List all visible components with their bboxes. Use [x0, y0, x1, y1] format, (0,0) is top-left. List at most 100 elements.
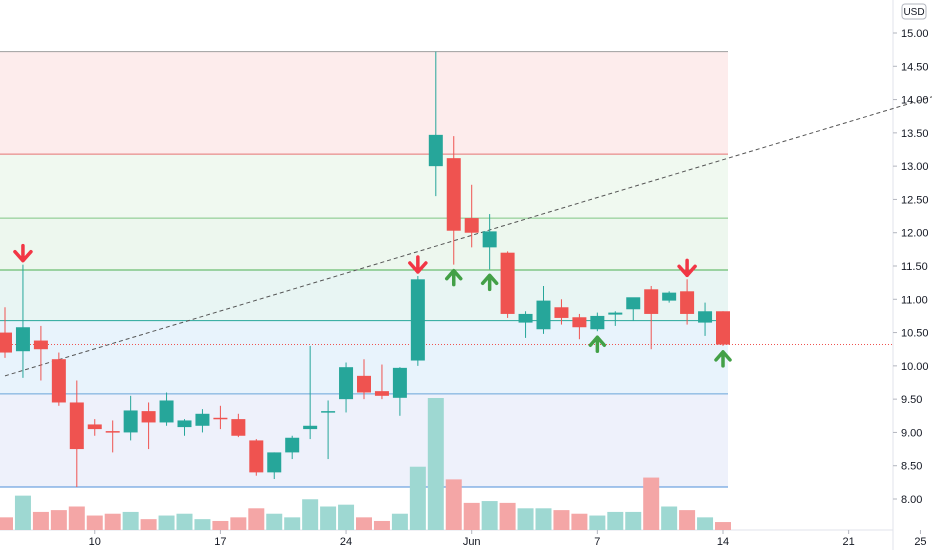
y-tick-label: 9.00: [901, 427, 922, 439]
candle-body: [536, 300, 551, 330]
y-tick-label: 10.00: [901, 361, 929, 373]
volume-bar: [409, 466, 426, 530]
y-tick-label: 13.00: [901, 161, 929, 173]
volume-bar: [86, 515, 103, 530]
y-tick-label: 12.00: [901, 228, 929, 240]
y-tick-label: 8.00: [901, 494, 922, 506]
buy-signal-arrow-icon: [588, 335, 607, 353]
candle-body: [464, 218, 479, 233]
x-tick-label: 25: [914, 536, 926, 548]
candles-layer: [0, 51, 730, 488]
candle-body: [285, 437, 300, 453]
x-tick-label: Jun: [463, 536, 481, 548]
x-tick-label: 24: [340, 536, 352, 548]
candle-body: [213, 417, 228, 420]
candle-body: [357, 375, 371, 393]
buy-signal-arrow-icon: [445, 268, 463, 287]
y-tick-label: 11.00: [901, 294, 928, 306]
candle-body: [339, 367, 354, 400]
volume-bar: [463, 502, 480, 530]
volume-bar: [122, 511, 139, 530]
volume-bar: [194, 519, 211, 530]
volume-bar: [0, 517, 13, 530]
volume-bar: [104, 513, 121, 530]
x-tick-label: 14: [717, 536, 729, 548]
candle-body: [195, 413, 210, 426]
candle-body: [69, 402, 84, 450]
candle-body: [51, 359, 66, 403]
candle-body: [231, 419, 246, 436]
volume-bar: [589, 515, 606, 530]
currency-label[interactable]: USD: [903, 7, 924, 18]
currency-badge[interactable]: [901, 3, 927, 20]
candle-body: [428, 134, 443, 167]
fib-zone: [0, 218, 728, 270]
candle-body: [572, 317, 587, 328]
volume-bar: [535, 508, 552, 530]
candle-body: [267, 452, 282, 473]
volume-bar: [338, 504, 355, 530]
x-tick-label: 17: [214, 536, 226, 548]
buy-signal-arrow-icon: [714, 350, 732, 368]
candle-body: [321, 411, 336, 413]
volume-bar: [625, 511, 642, 530]
candle-body: [249, 440, 264, 473]
sell-signal-arrow-icon: [408, 255, 428, 274]
candle-body: [608, 312, 623, 315]
y-tick-label: 14.50: [901, 61, 929, 73]
fib-levels-layer: [0, 51, 893, 488]
x-tick-label: 10: [89, 536, 101, 548]
candle-body: [446, 158, 461, 231]
y-ticks-layer: 8.00 8.50 9.00 9.50 10.00 10.50 11.00 11.50 12.0…: [893, 28, 929, 506]
volume-bar: [266, 513, 283, 530]
sell-signal-arrow-icon: [13, 243, 33, 263]
fib-zones-layer: [0, 51, 728, 488]
volume-bar: [14, 495, 31, 530]
candle-body: [716, 311, 730, 345]
candle-body: [87, 424, 102, 430]
y-tick-label: 13.50: [901, 128, 929, 140]
volume-bar: [697, 517, 714, 530]
volume-bar: [679, 510, 696, 530]
fib-zone: [0, 154, 728, 219]
candle-body: [392, 367, 407, 398]
candle-body: [141, 411, 156, 423]
candle-body: [554, 307, 569, 318]
x-tick-label: 21: [843, 536, 855, 548]
candle-body: [482, 231, 497, 248]
candle-body: [500, 252, 515, 314]
y-tick-label: 11.50: [901, 261, 928, 273]
fib-zone: [0, 393, 728, 488]
volume-bar: [481, 501, 498, 530]
volume-bar: [320, 506, 337, 530]
candle-body: [374, 391, 389, 396]
volume-bar: [140, 519, 157, 530]
volume-bar: [176, 513, 193, 530]
volume-bar: [661, 506, 678, 530]
volume-bar: [356, 517, 372, 530]
candle-body: [410, 279, 425, 361]
volume-bar: [553, 510, 570, 530]
volume-bar: [391, 513, 408, 530]
signals-layer: [13, 243, 732, 368]
candle-body: [644, 289, 659, 314]
candle-body: [123, 410, 138, 433]
candle-body: [518, 313, 533, 323]
volume-bar: [445, 479, 462, 530]
axes-layer: USD: [901, 3, 927, 20]
x-ticks-layer: 101724Jun7142125Jul1216: [89, 530, 927, 548]
y-tick-label: 14.00: [901, 95, 929, 107]
buy-signal-arrow-icon: [480, 273, 499, 292]
volume-bar: [212, 520, 229, 530]
candle-body: [303, 425, 318, 430]
y-tick-label: 8.50: [901, 461, 922, 473]
volume-bar: [715, 522, 731, 530]
y-tick-label: 15.00: [901, 28, 929, 40]
trend-line-layer[interactable]: [4, 52, 932, 377]
sell-signal-arrow-icon: [677, 258, 697, 278]
trend-line[interactable]: [4, 52, 932, 377]
volume-bar: [643, 477, 660, 530]
candle-body: [177, 420, 192, 428]
